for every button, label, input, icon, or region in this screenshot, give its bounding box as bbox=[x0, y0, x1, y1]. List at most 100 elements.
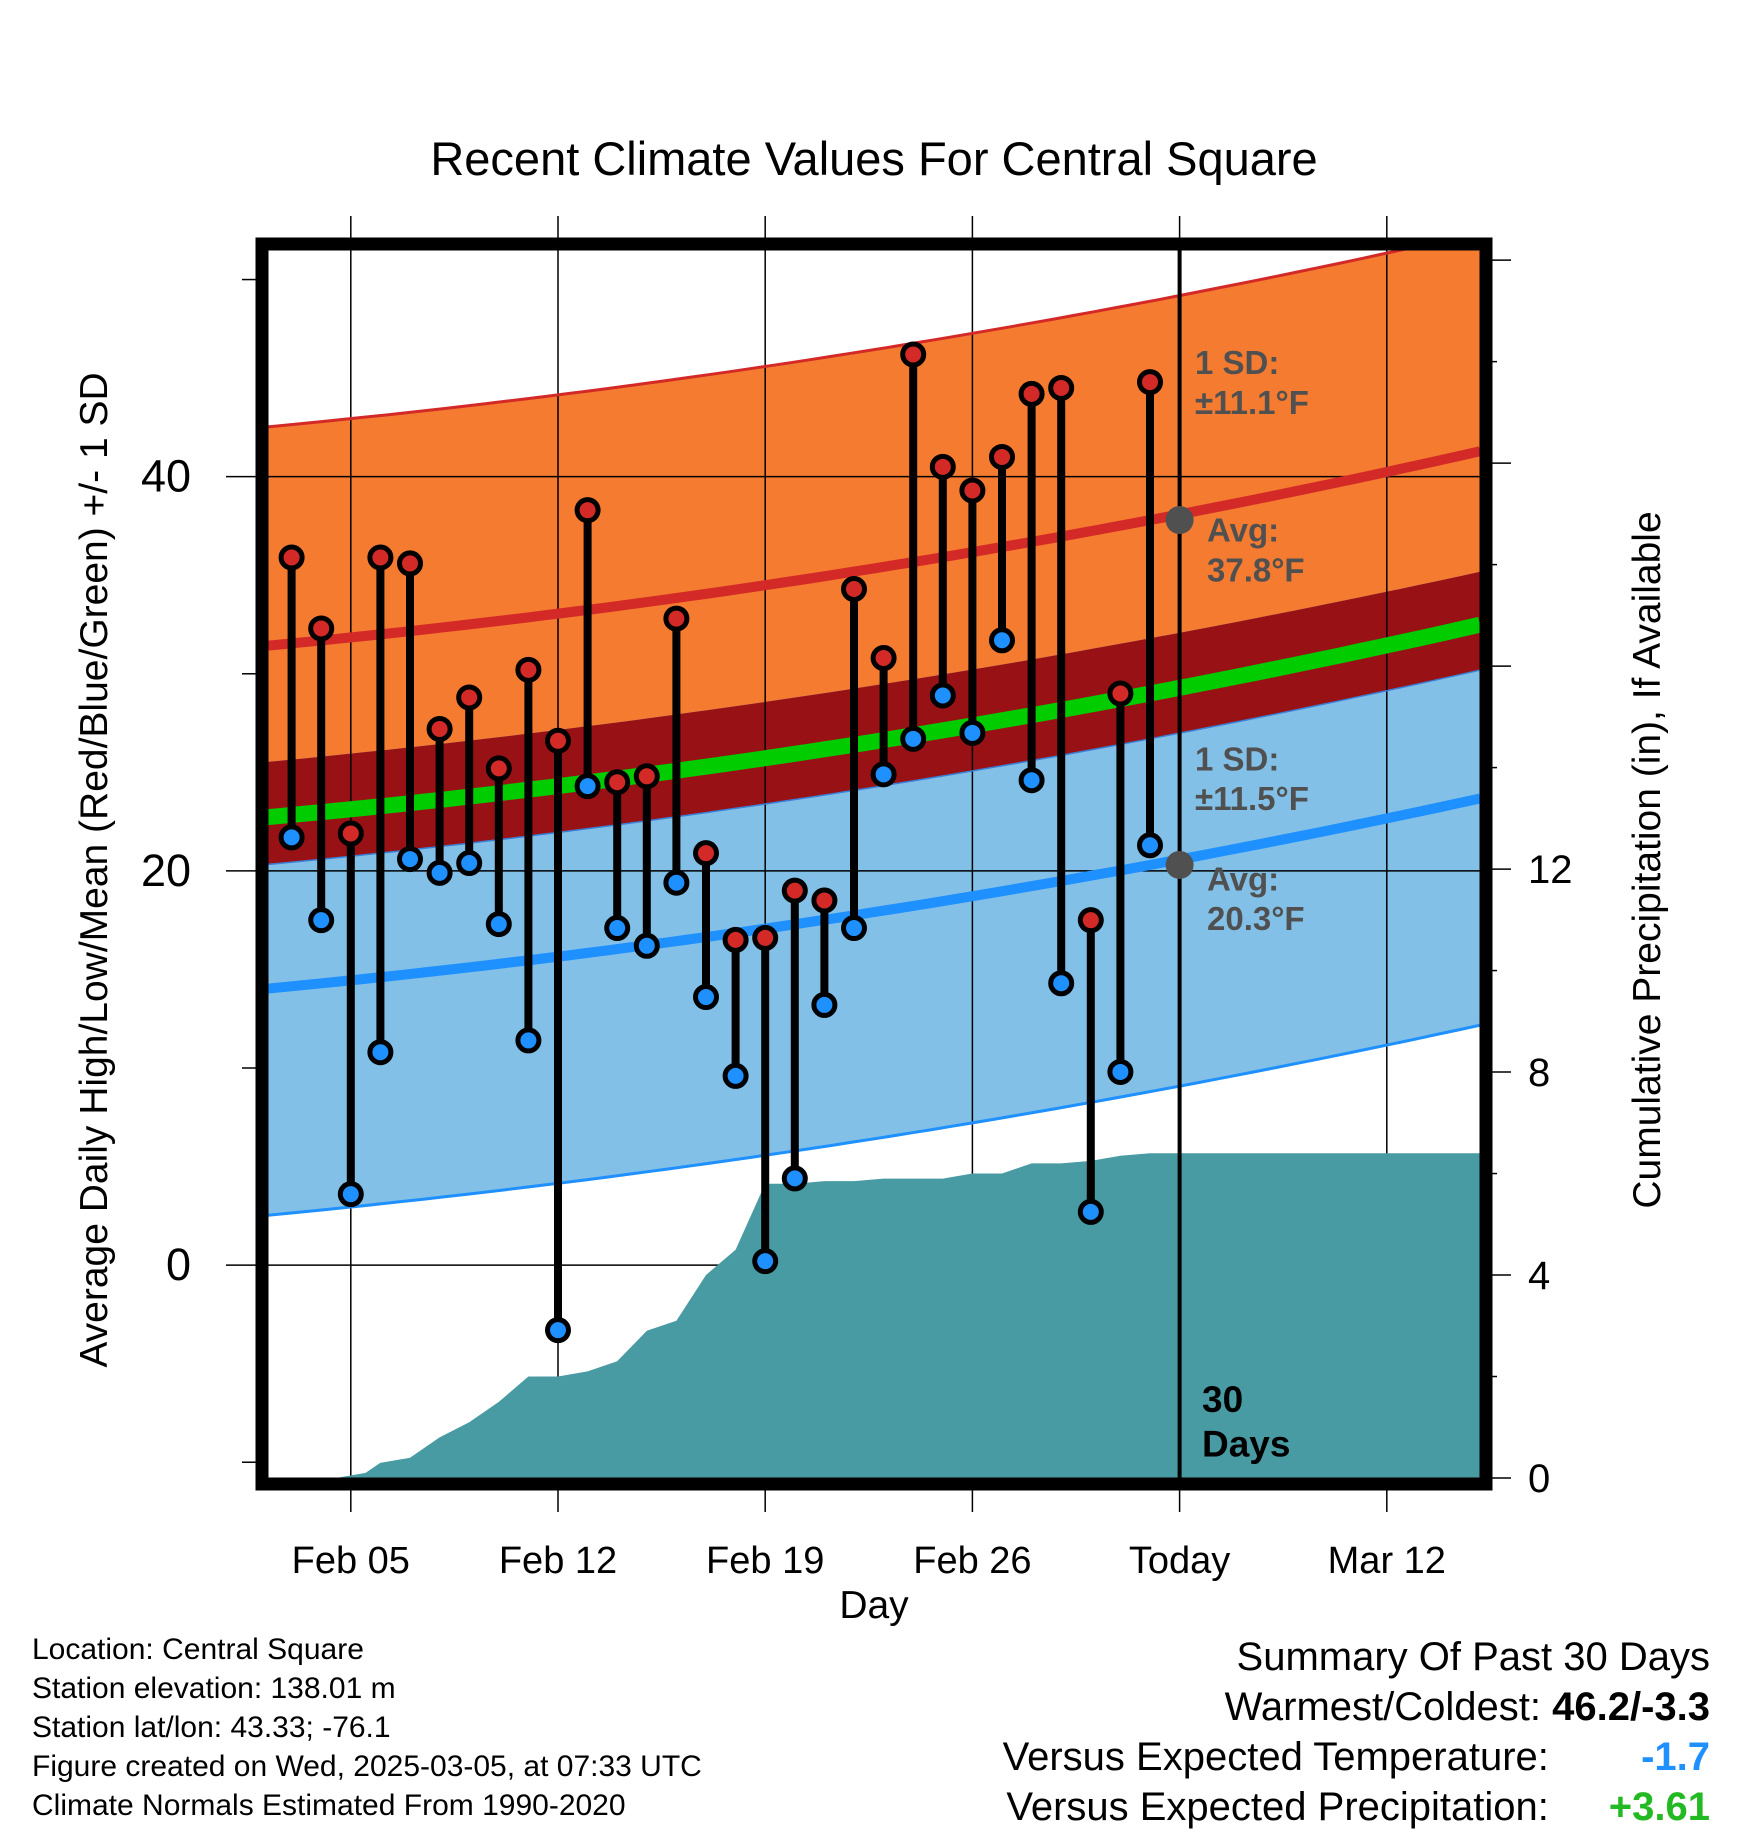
observed-high-point bbox=[574, 497, 601, 524]
observed-low-point bbox=[989, 627, 1015, 654]
observed-high-point bbox=[278, 544, 305, 571]
observed-low-point bbox=[722, 1062, 749, 1089]
observed-low-point bbox=[397, 846, 423, 873]
observed-low-point bbox=[1137, 832, 1163, 859]
observed-low-point bbox=[663, 869, 690, 896]
temp-versus-label: Versus Expected Temperature: bbox=[1002, 1735, 1549, 1779]
observed-high-point bbox=[426, 715, 453, 742]
normal-mean-line bbox=[268, 616, 1480, 826]
plot-area bbox=[268, 250, 1480, 1478]
summary-panel: Summary Of Past 30 Days Warmest/Coldest:… bbox=[1003, 1632, 1710, 1832]
y-tick-label: 40 bbox=[141, 451, 191, 502]
y-axis-label: Average Daily High/Low/Mean (Red/Blue/Gr… bbox=[73, 372, 116, 1367]
temp-versus-row: Versus Expected Temperature: -1.7 bbox=[1003, 1732, 1710, 1782]
observed-high-point bbox=[515, 656, 542, 683]
high-upper-sd-line bbox=[268, 250, 1409, 429]
high-lower-sd-line bbox=[268, 669, 1480, 866]
high-avg-annotation: Avg: 37.8°F bbox=[1207, 512, 1305, 589]
observed-low-point bbox=[545, 1317, 571, 1344]
observed-low-point bbox=[781, 1165, 808, 1192]
observed-high-point bbox=[811, 887, 838, 914]
observed-low-point bbox=[456, 850, 483, 877]
climate-chart: Recent Climate Values For Central Square… bbox=[73, 132, 1669, 1627]
observed-low-point bbox=[1107, 1058, 1134, 1085]
observed-high-point bbox=[337, 820, 364, 847]
observed-low-point bbox=[485, 911, 512, 938]
observed-low-point bbox=[870, 761, 897, 788]
low-average-marker bbox=[1165, 850, 1194, 879]
y2-tick-label: 12 bbox=[1528, 848, 1573, 892]
observed-low-point bbox=[900, 725, 927, 752]
low-avg-annotation: Avg: 20.3°F bbox=[1207, 861, 1305, 938]
summary-title: Summary Of Past 30 Days bbox=[1236, 1635, 1710, 1679]
x-tick-label: Feb 12 bbox=[499, 1540, 617, 1582]
chart-title: Recent Climate Values For Central Square bbox=[430, 132, 1317, 185]
warmest-coldest-value: 46.2/-3.3 bbox=[1552, 1685, 1710, 1729]
latlon-text: Station lat/lon: 43.33; -76.1 bbox=[32, 1711, 391, 1744]
y2-tick-label: 4 bbox=[1528, 1254, 1550, 1298]
observed-high-point bbox=[456, 684, 483, 711]
observed-low-point bbox=[278, 824, 305, 851]
observed-high-point bbox=[900, 341, 927, 368]
observed-low-point bbox=[1048, 970, 1075, 997]
observed-low-point bbox=[752, 1248, 779, 1275]
observed-high-point bbox=[545, 727, 571, 754]
x-tick-label: Feb 26 bbox=[913, 1540, 1031, 1582]
observed-high-point bbox=[367, 544, 394, 571]
observed-low-point bbox=[841, 915, 867, 942]
normal-high-line bbox=[268, 446, 1480, 651]
observed-high-point bbox=[781, 877, 808, 904]
y2-axis-label: Cumulative Precipitation (in), If Availa… bbox=[1626, 511, 1669, 1208]
x-tick-label: Feb 05 bbox=[292, 1540, 410, 1582]
observed-high-point bbox=[989, 443, 1015, 470]
observed-low-point bbox=[604, 915, 631, 942]
observed-low-point bbox=[515, 1027, 542, 1054]
observed-low-point bbox=[1018, 767, 1045, 794]
observed-low-point bbox=[574, 773, 601, 800]
observed-high-point bbox=[1048, 374, 1075, 401]
low-sd-annotation: 1 SD: ±11.5°F bbox=[1195, 740, 1309, 817]
precip-versus-row: Versus Expected Precipitation: +3.61 bbox=[1003, 1782, 1710, 1832]
station-info: Location: Central Square Station elevati… bbox=[32, 1630, 702, 1825]
y-tick-label: 0 bbox=[166, 1239, 191, 1290]
observed-high-point bbox=[841, 576, 867, 603]
observed-high-point bbox=[308, 615, 335, 642]
x-tick-label: Feb 19 bbox=[706, 1540, 824, 1582]
observed-high-point bbox=[722, 926, 749, 953]
precip-versus-label: Versus Expected Precipitation: bbox=[1006, 1785, 1549, 1829]
observed-low-point bbox=[308, 907, 335, 934]
y2-tick-label: 8 bbox=[1528, 1051, 1550, 1095]
observed-low-point bbox=[633, 932, 660, 959]
observed-high-point bbox=[693, 840, 719, 867]
warmest-coldest-row: Warmest/Coldest: 46.2/-3.3 bbox=[1003, 1682, 1710, 1732]
normal-low-line bbox=[268, 793, 1480, 994]
observed-high-point bbox=[1077, 907, 1104, 934]
observed-low-point bbox=[426, 859, 453, 886]
observed-low-point bbox=[337, 1181, 364, 1208]
elevation-text: Station elevation: 138.01 m bbox=[32, 1672, 396, 1705]
temp-versus-value: -1.7 bbox=[1641, 1735, 1710, 1779]
warmest-coldest-label: Warmest/Coldest: bbox=[1224, 1685, 1541, 1729]
high-sd-annotation: 1 SD: ±11.1°F bbox=[1195, 344, 1309, 421]
low-lower-sd-line bbox=[268, 1023, 1480, 1217]
plot-frame bbox=[255, 237, 1493, 1491]
x-tick-label: Mar 12 bbox=[1328, 1540, 1446, 1582]
observed-high-point bbox=[604, 769, 631, 796]
x-tick-label: Today bbox=[1129, 1540, 1230, 1582]
observed-high-point bbox=[1137, 369, 1163, 396]
observed-high-point bbox=[633, 763, 660, 790]
observed-low-point bbox=[959, 719, 986, 746]
observed-high-point bbox=[1018, 380, 1045, 407]
observed-low-point bbox=[367, 1039, 394, 1066]
observed-high-point bbox=[485, 755, 512, 782]
observed-high-point bbox=[959, 477, 986, 504]
observed-low-point bbox=[811, 991, 838, 1018]
y-tick-label: 20 bbox=[141, 845, 191, 896]
observed-high-point bbox=[663, 605, 690, 632]
observed-low-point bbox=[693, 984, 719, 1011]
observed-low-point bbox=[929, 682, 956, 709]
normals-text: Climate Normals Estimated From 1990-2020 bbox=[32, 1789, 626, 1822]
observed-high-point bbox=[870, 645, 897, 672]
observed-high-point bbox=[397, 550, 423, 577]
y2-tick-label: 0 bbox=[1528, 1457, 1550, 1501]
